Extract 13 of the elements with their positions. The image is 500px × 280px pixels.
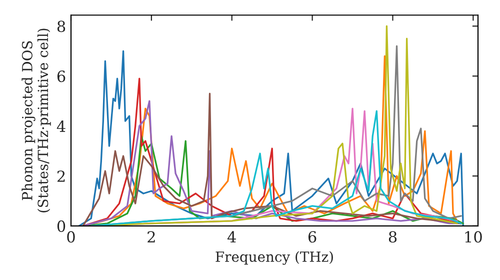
x-tick-label: 0: [67, 231, 75, 243]
x-tick-label: 10: [465, 231, 482, 243]
x-tick-label: 6: [308, 231, 316, 243]
y-tick-label: 2: [57, 170, 65, 182]
y-tick-label: 0: [57, 220, 66, 232]
y-tick-label: 8: [57, 20, 66, 32]
x-tick-label: 4: [227, 231, 236, 242]
y-tick-label: 4: [56, 120, 66, 132]
x-tick-label: 2: [148, 231, 155, 242]
y-tick-label: 6: [57, 70, 66, 82]
x-tick-label: 8: [388, 231, 397, 243]
x-axis-title: Frequency (THz): [216, 251, 333, 265]
y-axis-title: Phonon projected DOS (States/THz·primitive cell): [22, 28, 51, 212]
